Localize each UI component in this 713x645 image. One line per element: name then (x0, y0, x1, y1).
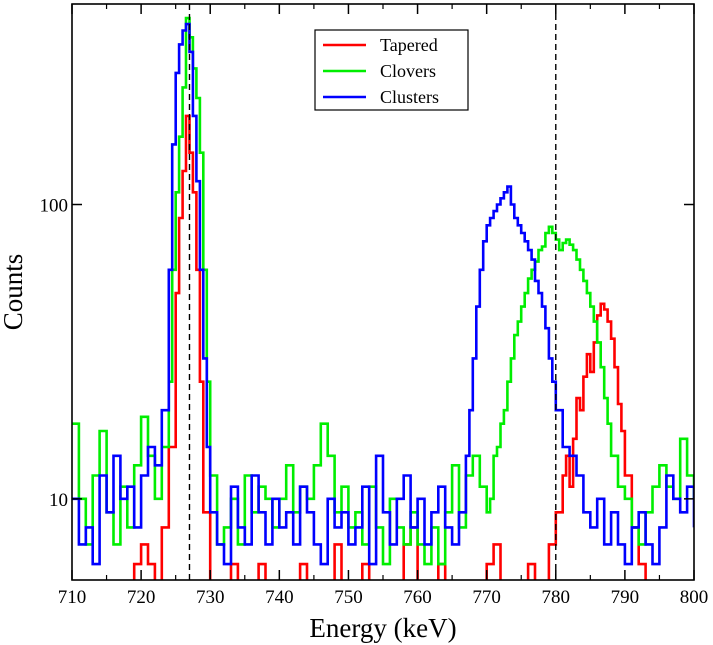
series-tapered-line (132, 114, 647, 580)
legend: Tapered Clovers Clusters (314, 29, 469, 111)
legend-item-tapered: Tapered (323, 35, 438, 55)
legend-item-clovers: Clovers (323, 61, 436, 81)
x-tick-label: 740 (265, 587, 294, 608)
x-tick-label: 750 (334, 587, 363, 608)
legend-items: Tapered Clovers Clusters (323, 35, 439, 107)
y-axis-title: Counts (0, 254, 28, 331)
x-axis-title: Energy (keV) (309, 613, 456, 643)
series-layer (72, 16, 694, 580)
x-tick-label: 780 (542, 587, 571, 608)
axes: 710 720 730 740 750 760 770 780 790 800 10 100 (40, 4, 709, 608)
x-tick-label: 720 (127, 587, 156, 608)
series-clusters-line (72, 22, 694, 566)
legend-label: Clovers (380, 61, 436, 81)
x-tick-label: 760 (403, 587, 432, 608)
x-tick-label: 730 (196, 587, 225, 608)
x-tick-label: 710 (58, 587, 87, 608)
legend-item-clusters: Clusters (323, 87, 439, 107)
y-tick-label: 100 (40, 196, 69, 217)
legend-label: Tapered (380, 35, 438, 55)
series-clovers-line (72, 16, 694, 566)
reference-lines (188, 4, 557, 580)
y-tick-label: 10 (49, 490, 68, 511)
x-tick-label: 770 (472, 587, 501, 608)
x-tick-label: 800 (680, 587, 709, 608)
x-tick-label: 790 (611, 587, 640, 608)
legend-label: Clusters (380, 87, 439, 107)
